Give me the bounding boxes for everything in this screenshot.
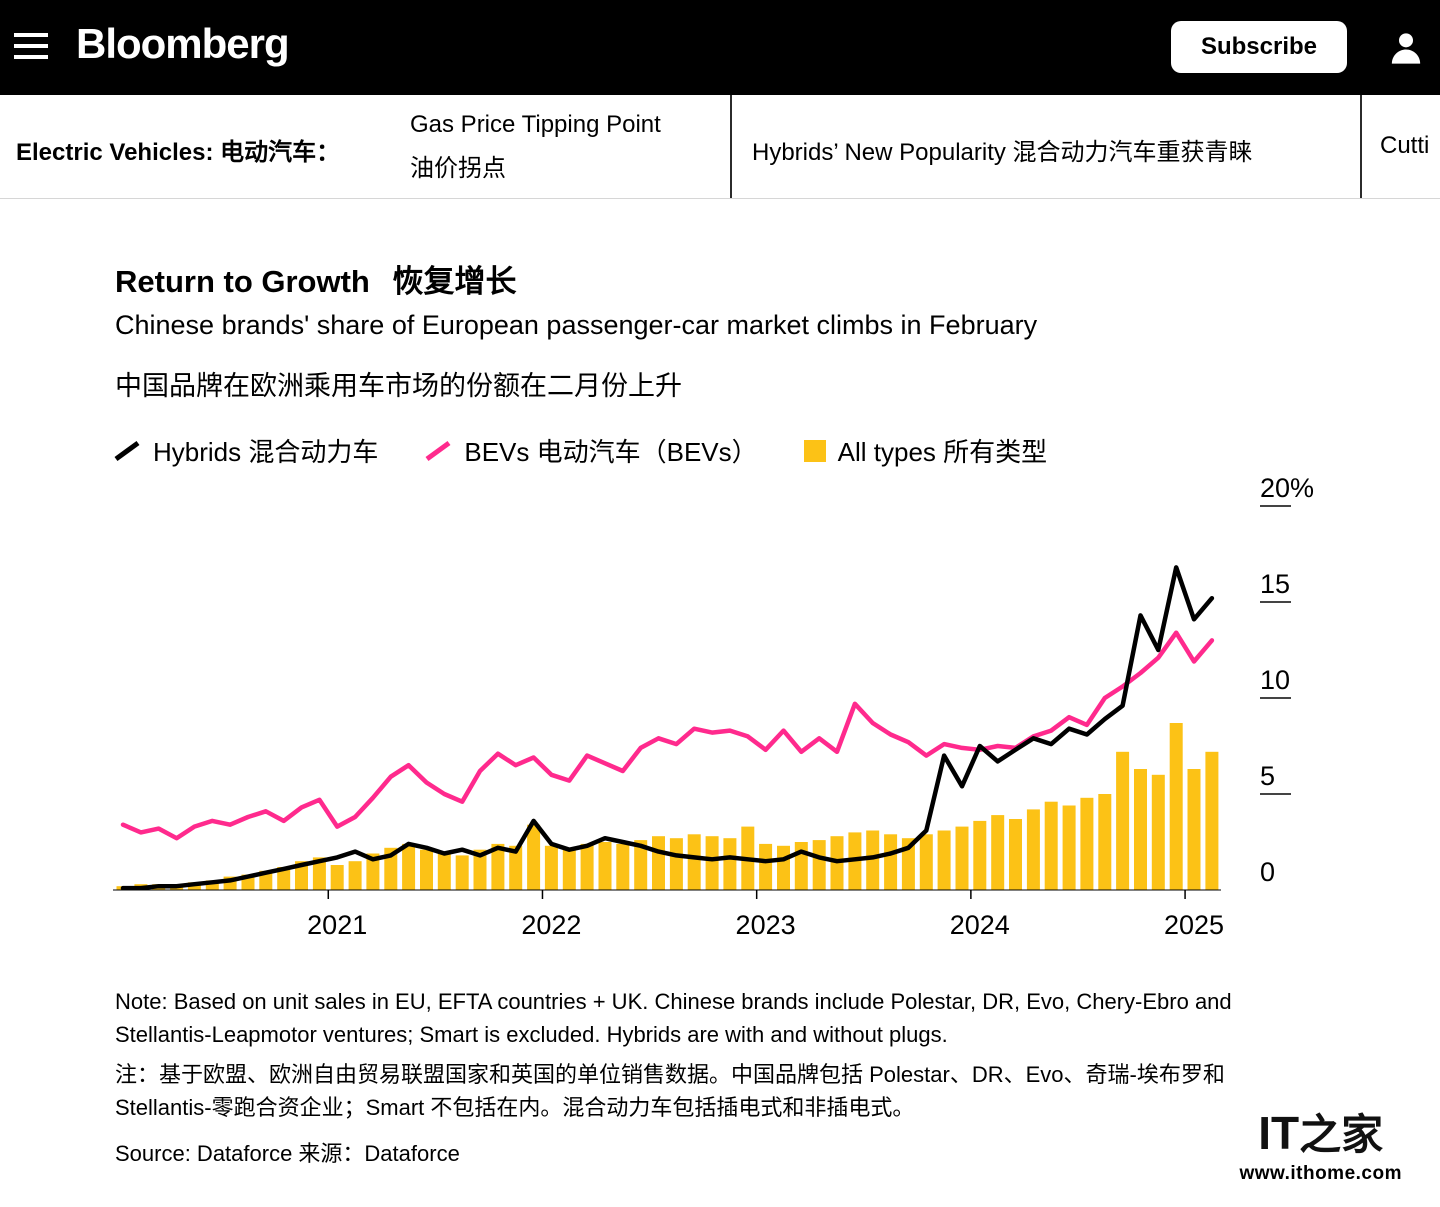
nav-section-label-en: Electric Vehicles: bbox=[16, 139, 214, 166]
nav-item-gas-price-tipping-point[interactable]: Gas Price Tipping Point 油价拐点 bbox=[410, 103, 661, 191]
ithome-url: www.ithome.com bbox=[1239, 1162, 1402, 1184]
top-header-bar: Bloomberg Subscribe bbox=[0, 0, 1440, 95]
legend-label-hybrids: Hybrids 混合动力车 bbox=[153, 437, 379, 467]
bloomberg-logo[interactable]: Bloomberg bbox=[76, 20, 290, 67]
svg-text:2021: 2021 bbox=[307, 910, 367, 940]
svg-text:15: 15 bbox=[1260, 569, 1290, 599]
ithome-logo: IT之家 bbox=[1239, 1108, 1402, 1159]
chart-title-zh: 恢复增长 bbox=[392, 264, 517, 299]
chart-svg: 2021 2022 2023 2024 2025 0 5 10 15 20% bbox=[113, 473, 1314, 940]
legend-label-bevs: BEVs 电动汽车（BEVs） bbox=[464, 437, 758, 467]
account-person-icon[interactable] bbox=[1386, 27, 1426, 67]
svg-text:2023: 2023 bbox=[736, 910, 796, 940]
legend-item-all-types: All types 所有类型 bbox=[803, 432, 1048, 469]
nav-item-label-en: Hybrids’ New Popularity bbox=[752, 139, 1006, 166]
subscribe-button[interactable]: Subscribe bbox=[1171, 21, 1347, 73]
nav-item-label-zh: 油价拐点 bbox=[410, 155, 506, 182]
chart-legend: Hybrids 混合动力车 BEVs 电动汽车（BEVs） All types … bbox=[113, 432, 1047, 469]
ithome-logo-it: IT bbox=[1258, 1107, 1300, 1159]
nav-item-label-zh: 混合动力汽车重获青睐 bbox=[1012, 139, 1253, 166]
legend-label-all-types: All types 所有类型 bbox=[837, 437, 1048, 467]
nav-item-label-en: Cutti bbox=[1380, 132, 1430, 159]
nav-item-label-en: Gas Price Tipping Point bbox=[410, 111, 661, 138]
svg-text:2022: 2022 bbox=[521, 910, 581, 940]
svg-text:2024: 2024 bbox=[950, 910, 1010, 940]
hamburger-menu-icon[interactable] bbox=[14, 33, 48, 63]
all-types-bar-swatch-icon bbox=[803, 439, 826, 462]
chart-subtitle-en: Chinese brands' share of European passen… bbox=[115, 310, 1038, 340]
svg-text:10: 10 bbox=[1260, 665, 1290, 695]
chart-subtitle-zh: 中国品牌在欧洲乘用车市场的份额在二月份上升 bbox=[115, 371, 682, 401]
legend-item-hybrids: Hybrids 混合动力车 bbox=[113, 432, 378, 469]
ithome-watermark: IT之家 www.ithome.com bbox=[1239, 1108, 1402, 1185]
nav-item-hybrids-new-popularity[interactable]: Hybrids’ New Popularity 混合动力汽车重获青睐 bbox=[752, 132, 1253, 167]
chart-area: 2021 2022 2023 2024 2025 0 5 10 15 20% bbox=[113, 470, 1328, 950]
nav-divider bbox=[730, 95, 732, 198]
legend-item-bevs: BEVs 电动汽车（BEVs） bbox=[424, 432, 758, 469]
nav-section-label-zh: 电动汽车： bbox=[220, 139, 341, 166]
svg-text:0: 0 bbox=[1260, 857, 1275, 887]
hybrids-line-swatch-icon bbox=[114, 440, 140, 461]
bevs-line-swatch-icon bbox=[425, 440, 451, 461]
svg-text:20%: 20% bbox=[1260, 473, 1314, 503]
nav-section-label: Electric Vehicles: 电动汽车： bbox=[16, 132, 340, 167]
chart-title-en: Return to Growth bbox=[115, 264, 370, 299]
svg-text:5: 5 bbox=[1260, 761, 1275, 791]
nav-divider bbox=[1360, 95, 1362, 198]
chart-title: Return to Growth 恢复增长 bbox=[115, 256, 516, 301]
chart-source: Source: Dataforce 来源：Dataforce bbox=[115, 1141, 460, 1166]
ithome-logo-zh: 之家 bbox=[1299, 1110, 1384, 1159]
svg-text:2025: 2025 bbox=[1164, 910, 1224, 940]
chart-note-en: Note: Based on unit sales in EU, EFTA co… bbox=[115, 989, 1232, 1047]
nav-item-cutting-truncated[interactable]: Cutti bbox=[1380, 132, 1440, 160]
chart-note-zh: 注：基于欧盟、欧洲自由贸易联盟国家和英国的单位销售数据。中国品牌包括 Poles… bbox=[115, 1062, 1225, 1120]
topic-nav-bar: Electric Vehicles: 电动汽车： Gas Price Tippi… bbox=[0, 95, 1440, 199]
